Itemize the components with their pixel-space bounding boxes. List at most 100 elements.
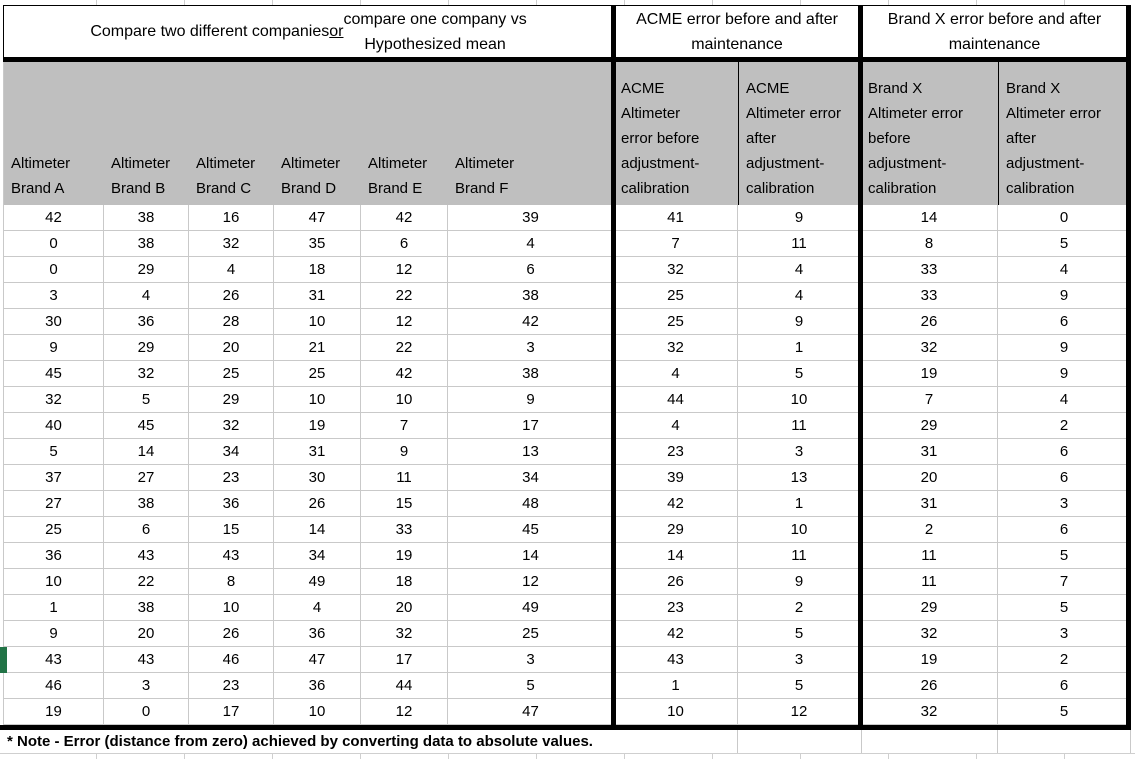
table-cell[interactable]: 38	[104, 231, 189, 257]
table-cell[interactable]: 3	[104, 673, 189, 699]
table-cell[interactable]: 17	[189, 699, 274, 725]
table-cell[interactable]: 5	[104, 387, 189, 413]
table-cell[interactable]: 5	[738, 621, 861, 647]
table-cell[interactable]: 31	[861, 439, 998, 465]
column-header-brand-c[interactable]: Altimeter Brand C	[196, 155, 256, 197]
table-cell[interactable]: 42	[361, 205, 448, 231]
table-cell[interactable]: 5	[738, 673, 861, 699]
table-cell[interactable]: 4	[998, 387, 1131, 413]
table-cell[interactable]: 1	[4, 595, 104, 621]
table-cell[interactable]: 9	[448, 387, 614, 413]
table-cell[interactable]: 17	[448, 413, 614, 439]
table-cell[interactable]: 25	[614, 309, 738, 335]
table-cell[interactable]: 11	[861, 569, 998, 595]
table-cell[interactable]: 26	[861, 309, 998, 335]
table-cell[interactable]: 10	[274, 309, 361, 335]
table-cell[interactable]: 49	[274, 569, 361, 595]
table-cell[interactable]: 45	[448, 517, 614, 543]
table-cell[interactable]: 2	[738, 595, 861, 621]
table-cell[interactable]: 18	[274, 257, 361, 283]
table-cell[interactable]: 32	[861, 335, 998, 361]
table-cell[interactable]: 7	[861, 387, 998, 413]
column-header-brand-f[interactable]: Altimeter Brand F	[455, 155, 515, 197]
table-cell[interactable]: 38	[448, 283, 614, 309]
table-cell[interactable]: 32	[861, 699, 998, 725]
table-cell[interactable]: 36	[104, 309, 189, 335]
table-cell[interactable]: 26	[274, 491, 361, 517]
title-acme-section[interactable]: ACME error before and after maintenance	[616, 5, 858, 57]
table-cell[interactable]: 44	[614, 387, 738, 413]
table-cell[interactable]: 45	[4, 361, 104, 387]
table-cell[interactable]: 9	[998, 283, 1131, 309]
column-header-brandx-after[interactable]: Brand X Altimeter error after adjustment…	[998, 62, 1131, 205]
table-cell[interactable]: 43	[104, 543, 189, 569]
table-cell[interactable]: 5	[998, 543, 1131, 569]
table-cell[interactable]: 22	[361, 335, 448, 361]
table-cell[interactable]: 26	[189, 621, 274, 647]
table-cell[interactable]: 5	[448, 673, 614, 699]
table-cell[interactable]: 3	[448, 335, 614, 361]
table-cell[interactable]: 38	[448, 361, 614, 387]
table-cell[interactable]: 4	[448, 231, 614, 257]
table-cell[interactable]: 11	[361, 465, 448, 491]
table-cell[interactable]: 0	[104, 699, 189, 725]
table-cell[interactable]: 31	[274, 439, 361, 465]
table-cell[interactable]: 13	[448, 439, 614, 465]
table-cell[interactable]: 19	[861, 361, 998, 387]
table-cell[interactable]: 36	[274, 673, 361, 699]
table-cell[interactable]: 9	[998, 361, 1131, 387]
table-cell[interactable]: 14	[448, 543, 614, 569]
table-cell[interactable]: 20	[189, 335, 274, 361]
table-cell[interactable]: 25	[189, 361, 274, 387]
table-cell[interactable]: 1	[738, 491, 861, 517]
table-cell[interactable]: 26	[189, 283, 274, 309]
table-cell[interactable]: 28	[189, 309, 274, 335]
table-cell[interactable]: 29	[104, 335, 189, 361]
table-cell[interactable]: 0	[998, 205, 1131, 231]
table-cell[interactable]: 19	[274, 413, 361, 439]
column-header-brand-e[interactable]: Altimeter Brand E	[368, 155, 428, 197]
table-cell[interactable]: 17	[361, 647, 448, 673]
table-cell[interactable]: 48	[448, 491, 614, 517]
table-cell[interactable]: 6	[998, 309, 1131, 335]
table-cell[interactable]: 46	[4, 673, 104, 699]
table-cell[interactable]: 47	[274, 205, 361, 231]
table-cell[interactable]: 32	[104, 361, 189, 387]
table-cell[interactable]: 2	[998, 647, 1131, 673]
table-cell[interactable]: 36	[274, 621, 361, 647]
table-cell[interactable]: 4	[738, 257, 861, 283]
table-cell[interactable]: 10	[614, 699, 738, 725]
table-cell[interactable]: 47	[448, 699, 614, 725]
table-cell[interactable]: 33	[861, 257, 998, 283]
table-cell[interactable]: 26	[614, 569, 738, 595]
table-cell[interactable]: 49	[448, 595, 614, 621]
table-cell[interactable]: 6	[448, 257, 614, 283]
table-cell[interactable]: 1	[614, 673, 738, 699]
table-cell[interactable]: 25	[614, 283, 738, 309]
column-header-acme-before[interactable]: ACME Altimeter error before adjustment- …	[621, 80, 700, 197]
table-cell[interactable]: 2	[998, 413, 1131, 439]
table-cell[interactable]: 29	[861, 595, 998, 621]
table-cell[interactable]: 31	[861, 491, 998, 517]
table-cell[interactable]: 29	[104, 257, 189, 283]
table-cell[interactable]: 43	[189, 543, 274, 569]
table-cell[interactable]: 20	[361, 595, 448, 621]
column-header-brand-a[interactable]: Altimeter Brand A	[11, 155, 71, 197]
table-cell[interactable]: 7	[361, 413, 448, 439]
table-cell[interactable]: 6	[998, 517, 1131, 543]
table-cell[interactable]: 3	[738, 647, 861, 673]
table-cell[interactable]: 22	[361, 283, 448, 309]
table-cell[interactable]: 36	[4, 543, 104, 569]
table-cell[interactable]: 42	[614, 621, 738, 647]
table-cell[interactable]: 9	[4, 621, 104, 647]
column-header-brand-b[interactable]: Altimeter Brand B	[111, 155, 171, 197]
table-cell[interactable]: 37	[4, 465, 104, 491]
table-cell[interactable]: 42	[448, 309, 614, 335]
table-cell[interactable]: 38	[104, 205, 189, 231]
table-cell[interactable]: 16	[189, 205, 274, 231]
table-cell[interactable]: 9	[738, 309, 861, 335]
table-cell[interactable]: 23	[614, 595, 738, 621]
table-cell[interactable]: 10	[189, 595, 274, 621]
table-cell[interactable]: 6	[998, 673, 1131, 699]
table-cell[interactable]: 19	[861, 647, 998, 673]
